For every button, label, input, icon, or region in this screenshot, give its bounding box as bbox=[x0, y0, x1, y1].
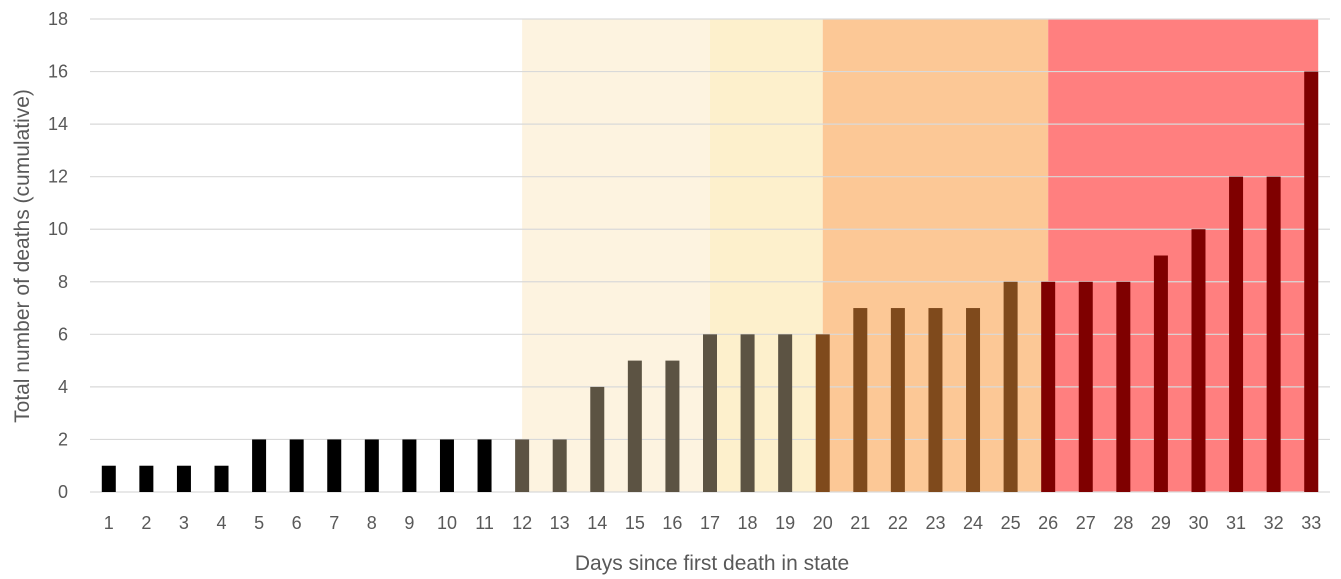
x-tick-label: 7 bbox=[329, 513, 339, 533]
x-tick-label: 24 bbox=[963, 513, 983, 533]
x-tick-label: 16 bbox=[662, 513, 682, 533]
x-tick-label: 12 bbox=[512, 513, 532, 533]
x-tick-label: 2 bbox=[141, 513, 151, 533]
bar-day-16 bbox=[665, 360, 680, 492]
shaded-period-2 bbox=[710, 19, 823, 492]
y-tick-label: 18 bbox=[48, 9, 68, 29]
bar-day-19 bbox=[778, 334, 793, 492]
x-tick-label: 1 bbox=[104, 513, 114, 533]
x-tick-label: 8 bbox=[367, 513, 377, 533]
bars bbox=[101, 71, 1319, 493]
bar-day-27 bbox=[1078, 281, 1093, 492]
bar-day-8 bbox=[364, 439, 379, 492]
x-tick-label: 3 bbox=[179, 513, 189, 533]
x-tick-label: 27 bbox=[1076, 513, 1096, 533]
x-tick-label: 14 bbox=[587, 513, 607, 533]
y-tick-label: 6 bbox=[58, 324, 68, 344]
x-tick-label: 25 bbox=[1001, 513, 1021, 533]
x-tick-label: 29 bbox=[1151, 513, 1171, 533]
shaded-periods bbox=[522, 19, 1319, 492]
bar-day-26 bbox=[1041, 281, 1056, 492]
y-tick-label: 8 bbox=[58, 272, 68, 292]
bar-day-33 bbox=[1304, 71, 1319, 493]
bar-day-23 bbox=[928, 308, 943, 492]
bar-day-3 bbox=[176, 465, 191, 492]
y-tick-label: 16 bbox=[48, 62, 68, 82]
y-tick-label: 2 bbox=[58, 429, 68, 449]
bar-day-14 bbox=[590, 386, 605, 492]
x-tick-label: 20 bbox=[813, 513, 833, 533]
x-tick-labels: 1 2 3 4 5 6 7 8 9 10 11 12 13 14 15 16 17 18 19 20 21 22 23 24 2… bbox=[104, 513, 1321, 533]
x-tick-label: 15 bbox=[625, 513, 645, 533]
bar-day-17 bbox=[703, 334, 717, 492]
bar-day-20 bbox=[815, 334, 830, 492]
y-tick-label: 12 bbox=[48, 167, 68, 187]
bar-day-2 bbox=[139, 465, 154, 492]
x-tick-label: 31 bbox=[1226, 513, 1246, 533]
y-tick-label: 0 bbox=[58, 482, 68, 502]
x-tick-label: 22 bbox=[888, 513, 908, 533]
x-axis-title: Days since first death in state bbox=[575, 552, 849, 575]
bar-day-10 bbox=[439, 439, 454, 492]
x-tick-label: 6 bbox=[292, 513, 302, 533]
bar-day-22 bbox=[890, 308, 905, 492]
bar-day-31 bbox=[1229, 176, 1244, 492]
x-tick-label: 9 bbox=[404, 513, 414, 533]
y-tick-label: 14 bbox=[48, 114, 68, 134]
x-tick-label: 33 bbox=[1301, 513, 1321, 533]
x-tick-label: 26 bbox=[1038, 513, 1058, 533]
x-tick-label: 17 bbox=[700, 513, 720, 533]
x-tick-label: 5 bbox=[254, 513, 264, 533]
bar-day-24 bbox=[966, 308, 981, 492]
bar-day-7 bbox=[327, 439, 342, 492]
bar-day-11 bbox=[477, 439, 492, 492]
y-tick-labels: 0 2 4 6 8 10 12 14 16 18 bbox=[48, 9, 68, 502]
bar-day-12 bbox=[515, 439, 530, 492]
x-tick-label: 19 bbox=[775, 513, 795, 533]
bar-day-15 bbox=[627, 360, 642, 492]
x-tick-label: 30 bbox=[1188, 513, 1208, 533]
bar-day-32 bbox=[1266, 176, 1281, 492]
shaded-period-1 bbox=[522, 19, 710, 492]
x-tick-label: 10 bbox=[437, 513, 457, 533]
y-axis-title: Total number of deaths (cumulative) bbox=[11, 89, 34, 423]
bar-day-28 bbox=[1116, 281, 1131, 492]
bar-day-4 bbox=[214, 465, 229, 492]
bar-day-30 bbox=[1191, 229, 1206, 492]
x-tick-label: 4 bbox=[217, 513, 227, 533]
bar-day-25 bbox=[1003, 281, 1018, 492]
bar-day-9 bbox=[402, 439, 417, 492]
bar-day-5 bbox=[252, 439, 267, 492]
y-tick-label: 10 bbox=[48, 219, 68, 239]
x-tick-label: 13 bbox=[550, 513, 570, 533]
x-tick-label: 18 bbox=[738, 513, 758, 533]
x-tick-label: 21 bbox=[850, 513, 870, 533]
bar-day-29 bbox=[1153, 255, 1168, 492]
bar-day-13 bbox=[552, 439, 567, 492]
bar-day-21 bbox=[853, 308, 868, 492]
bar-day-6 bbox=[289, 439, 304, 492]
bar-day-1 bbox=[101, 465, 116, 492]
x-tick-label: 32 bbox=[1264, 513, 1284, 533]
x-tick-label: 28 bbox=[1113, 513, 1133, 533]
y-tick-label: 4 bbox=[58, 377, 68, 397]
x-tick-label: 23 bbox=[925, 513, 945, 533]
x-tick-label: 11 bbox=[475, 513, 494, 533]
bar-day-18 bbox=[740, 334, 755, 492]
